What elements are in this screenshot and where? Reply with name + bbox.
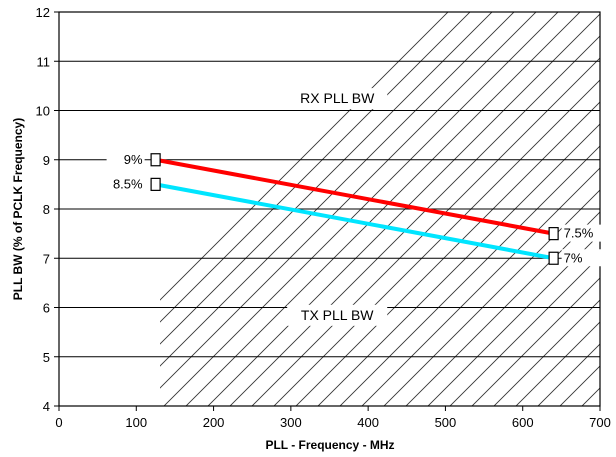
annotation-backdrop xyxy=(106,175,145,193)
annotation-backdrop xyxy=(561,224,604,242)
series-layer xyxy=(155,157,554,261)
x-axis-title: PLL - Frequency - MHz xyxy=(265,438,394,452)
region-label-backdrop xyxy=(287,304,388,326)
y-tick-label: 6 xyxy=(43,301,50,316)
data-label: 7% xyxy=(564,250,583,265)
x-tick-label: 300 xyxy=(280,415,302,430)
data-point-marker xyxy=(548,227,559,241)
hatch-line xyxy=(251,57,600,406)
y-tick-label: 5 xyxy=(43,350,50,365)
hatch-line xyxy=(471,277,600,406)
data-label: 8.5% xyxy=(113,176,143,191)
data-point-marker xyxy=(150,153,161,167)
data-point-marker xyxy=(150,177,161,191)
hatch-line xyxy=(163,12,559,406)
region-label-backdrop xyxy=(287,88,388,110)
annotation-backdrop xyxy=(561,249,604,267)
markers-layer xyxy=(150,153,559,265)
data-point-marker xyxy=(548,251,559,265)
y-axis: 4 5 6 7 8 9 10 11 12 xyxy=(36,5,59,414)
x-axis: 0 100 200 300 400 500 600 700 xyxy=(55,406,611,430)
y-tick-label: 4 xyxy=(43,399,50,414)
data-label: 7.5% xyxy=(564,226,594,241)
labels-layer: 9% 8.5% 7.5% 7% RX PLL BW TX PLL BW xyxy=(106,88,604,326)
hatch-line xyxy=(449,255,600,406)
hatch-line xyxy=(229,35,600,406)
hatch-line xyxy=(160,12,471,323)
y-axis-title: PLL BW (% of PCLK Frequency) xyxy=(11,118,25,300)
hatch-line xyxy=(361,167,600,406)
hatch-line xyxy=(160,12,537,389)
annotation-backdrop xyxy=(106,150,145,168)
x-tick-label: 400 xyxy=(357,415,379,430)
y-tick-label: 12 xyxy=(36,5,50,20)
x-tick-label: 0 xyxy=(55,415,62,430)
hatch-line xyxy=(207,13,600,406)
x-tick-label: 600 xyxy=(512,415,534,430)
hatch-line xyxy=(537,343,600,406)
x-tick-label: 700 xyxy=(589,415,611,430)
y-tick-label: 10 xyxy=(36,104,50,119)
x-tick-label: 500 xyxy=(435,415,457,430)
y-tick-label: 9 xyxy=(43,153,50,168)
hatch-line xyxy=(427,233,600,406)
series-line xyxy=(155,157,554,236)
hatch-line xyxy=(160,12,493,345)
y-tick-label: 7 xyxy=(43,251,50,266)
hatch-line xyxy=(339,145,600,406)
hatch-line xyxy=(515,321,600,406)
hatch-line xyxy=(493,299,600,406)
hatch-line xyxy=(160,12,515,367)
x-tick-label: 200 xyxy=(203,415,225,430)
series-line xyxy=(155,182,554,261)
hatch-line xyxy=(160,12,449,301)
region-label: RX PLL BW xyxy=(300,90,375,106)
hatch-line xyxy=(295,101,600,406)
y-tick-label: 11 xyxy=(37,54,51,69)
data-label: 9% xyxy=(124,152,143,167)
hatch-line xyxy=(559,365,600,406)
region-label: TX PLL BW xyxy=(301,307,374,323)
x-tick-label: 100 xyxy=(125,415,147,430)
y-tick-label: 8 xyxy=(43,202,50,217)
hatch-line xyxy=(273,79,600,406)
